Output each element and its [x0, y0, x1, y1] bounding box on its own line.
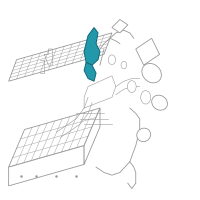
Circle shape: [127, 81, 136, 92]
Ellipse shape: [152, 95, 167, 110]
Polygon shape: [112, 19, 128, 33]
Polygon shape: [84, 62, 96, 81]
Ellipse shape: [142, 63, 161, 83]
Polygon shape: [84, 28, 100, 65]
Circle shape: [121, 61, 127, 69]
Circle shape: [108, 55, 115, 65]
Polygon shape: [84, 76, 116, 108]
Polygon shape: [9, 108, 100, 167]
Polygon shape: [9, 33, 112, 81]
Circle shape: [141, 91, 151, 104]
Polygon shape: [84, 108, 100, 164]
Ellipse shape: [137, 128, 151, 142]
Polygon shape: [9, 146, 84, 186]
Polygon shape: [136, 38, 160, 65]
